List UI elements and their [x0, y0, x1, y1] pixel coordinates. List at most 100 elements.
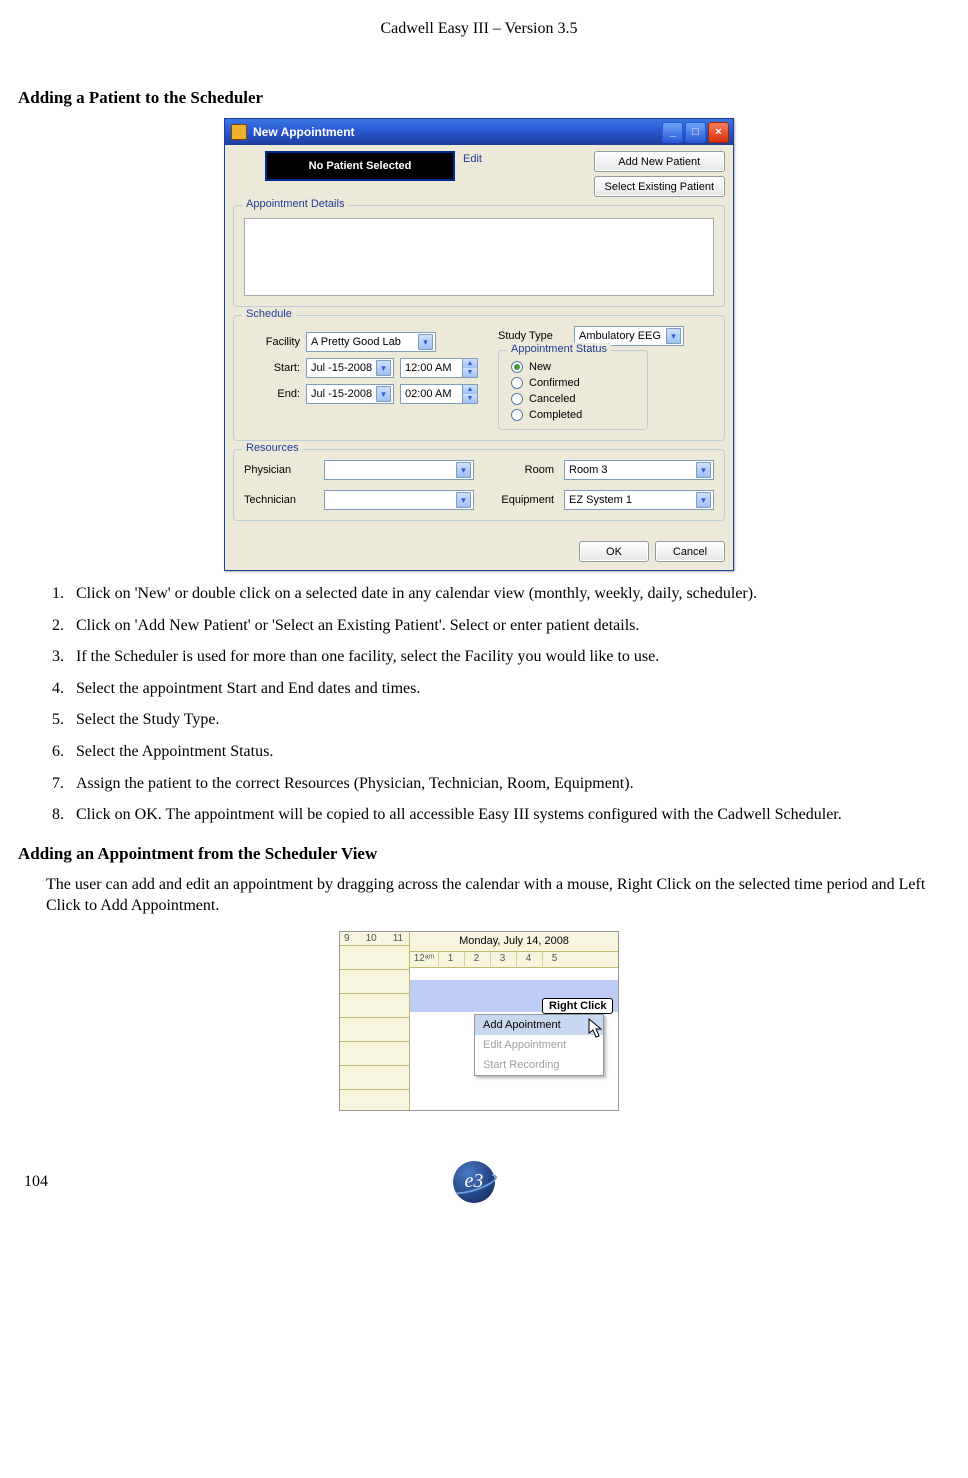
room-value: Room 3: [569, 464, 608, 476]
chevron-down-icon: ▾: [696, 462, 711, 478]
menu-edit-appointment: Edit Appointment: [475, 1035, 603, 1055]
appointment-details-legend: Appointment Details: [242, 198, 348, 210]
technician-label: Technician: [244, 494, 314, 506]
equipment-combo[interactable]: EZ System 1 ▾: [564, 490, 714, 510]
step-4: Select the appointment Start and End dat…: [68, 678, 940, 700]
add-new-patient-button[interactable]: Add New Patient: [594, 151, 725, 172]
radio-icon: [511, 377, 523, 389]
physician-label: Physician: [244, 464, 314, 476]
appointment-details-group: Appointment Details: [233, 205, 725, 307]
hour-2: 2: [464, 952, 488, 966]
section-title-2: Adding an Appointment from the Scheduler…: [18, 844, 940, 864]
cancel-button[interactable]: Cancel: [655, 541, 725, 562]
chevron-down-icon: ▾: [376, 360, 391, 376]
top-ruler: 9 10 11: [340, 932, 409, 946]
end-time-spinner[interactable]: 02:00 AM ▲▼: [400, 384, 478, 404]
select-existing-patient-button[interactable]: Select Existing Patient: [594, 176, 725, 197]
hour-4: 4: [516, 952, 540, 966]
appointment-details-textarea[interactable]: [244, 218, 714, 296]
status-confirmed-label: Confirmed: [529, 377, 580, 389]
no-patient-selected-box: No Patient Selected: [265, 151, 455, 181]
spin-down-icon[interactable]: ▼: [463, 368, 477, 377]
schedule-group: Schedule Facility A Pretty Good Lab ▾ St…: [233, 315, 725, 441]
appointment-status-legend: Appointment Status: [507, 343, 611, 355]
spin-up-icon[interactable]: ▲: [463, 385, 477, 394]
step-3: If the Scheduler is used for more than o…: [68, 646, 940, 668]
e3-logo-icon: e3: [453, 1161, 495, 1203]
dialog-title: New Appointment: [253, 125, 355, 139]
equipment-value: EZ System 1: [569, 494, 632, 506]
start-time-spinner[interactable]: 12:00 AM ▲▼: [400, 358, 478, 378]
radio-icon: [511, 361, 523, 373]
technician-combo[interactable]: ▾: [324, 490, 474, 510]
logo-text: e3: [465, 1170, 484, 1193]
status-new-label: New: [529, 361, 551, 373]
ok-button[interactable]: OK: [579, 541, 649, 562]
hour-10: 10: [366, 933, 377, 944]
step-7: Assign the patient to the correct Resour…: [68, 773, 940, 795]
equipment-label: Equipment: [484, 494, 554, 506]
chevron-down-icon: ▾: [696, 492, 711, 508]
hour-9: 9: [344, 933, 350, 944]
study-type-value: Ambulatory EEG: [579, 330, 661, 342]
study-type-label: Study Type: [498, 330, 568, 342]
chevron-down-icon: ▾: [666, 328, 681, 344]
menu-start-recording: Start Recording: [475, 1055, 603, 1075]
chevron-down-icon: ▾: [418, 334, 433, 350]
status-new-radio[interactable]: New: [511, 361, 635, 373]
instruction-list: Click on 'New' or double click on a sele…: [68, 583, 940, 826]
status-completed-label: Completed: [529, 409, 582, 421]
page-number: 104: [24, 1173, 48, 1191]
facility-value: A Pretty Good Lab: [311, 336, 401, 348]
start-date-value: Jul -15-2008: [311, 362, 372, 374]
radio-icon: [511, 409, 523, 421]
hour-12am: 12ᵃᵐ: [412, 952, 436, 966]
resources-legend: Resources: [242, 442, 303, 454]
room-label: Room: [484, 464, 554, 476]
cursor-icon: [588, 1018, 604, 1040]
menu-add-appointment[interactable]: Add Apointment: [475, 1015, 603, 1035]
spin-down-icon[interactable]: ▼: [463, 394, 477, 403]
edit-link[interactable]: Edit: [463, 153, 482, 165]
end-date-value: Jul -15-2008: [311, 388, 372, 400]
start-date-combo[interactable]: Jul -15-2008 ▾: [306, 358, 394, 378]
room-combo[interactable]: Room 3 ▾: [564, 460, 714, 480]
section-title-1: Adding a Patient to the Scheduler: [18, 88, 940, 108]
close-button[interactable]: ×: [708, 122, 729, 143]
status-completed-radio[interactable]: Completed: [511, 409, 635, 421]
facility-combo[interactable]: A Pretty Good Lab ▾: [306, 332, 436, 352]
hour-5: 5: [542, 952, 566, 966]
step-6: Select the Appointment Status.: [68, 741, 940, 763]
step-2: Click on 'Add New Patient' or 'Select an…: [68, 615, 940, 637]
chevron-down-icon: ▾: [456, 462, 471, 478]
step-5: Select the Study Type.: [68, 709, 940, 731]
resources-group: Resources Physician ▾ Room Room 3▾ Techn…: [233, 449, 725, 521]
date-header: Monday, July 14, 2008: [410, 932, 618, 952]
right-click-callout: Right Click: [542, 998, 613, 1014]
calendar-body[interactable]: Right Click Add Apointment Edit Appointm…: [410, 968, 618, 1110]
end-date-combo[interactable]: Jul -15-2008 ▾: [306, 384, 394, 404]
status-confirmed-radio[interactable]: Confirmed: [511, 377, 635, 389]
page-header: Cadwell Easy III – Version 3.5: [18, 20, 940, 38]
chevron-down-icon: ▾: [376, 386, 391, 402]
schedule-legend: Schedule: [242, 308, 296, 320]
hour-ruler: 12ᵃᵐ 1 2 3 4 5: [410, 952, 618, 968]
scheduler-screenshot: 9 10 11 Monday, July 14, 2008 12ᵃᵐ 1 2 3…: [339, 931, 619, 1111]
section2-paragraph: The user can add and edit an appointment…: [46, 874, 940, 917]
minimize-button[interactable]: _: [662, 122, 683, 143]
status-canceled-label: Canceled: [529, 393, 575, 405]
physician-combo[interactable]: ▾: [324, 460, 474, 480]
start-time-value: 12:00 AM: [400, 358, 462, 378]
step-1: Click on 'New' or double click on a sele…: [68, 583, 940, 605]
facility-label: Facility: [244, 336, 300, 348]
start-label: Start:: [244, 362, 300, 374]
context-menu: Add Apointment Edit Appointment Start Re…: [474, 1014, 604, 1076]
chevron-down-icon: ▾: [456, 492, 471, 508]
maximize-button[interactable]: □: [685, 122, 706, 143]
new-appointment-dialog: New Appointment _ □ × No Patient Selecte…: [224, 118, 734, 571]
end-time-value: 02:00 AM: [400, 384, 462, 404]
dialog-icon: [231, 124, 247, 140]
spin-up-icon[interactable]: ▲: [463, 359, 477, 368]
status-canceled-radio[interactable]: Canceled: [511, 393, 635, 405]
end-label: End:: [244, 388, 300, 400]
